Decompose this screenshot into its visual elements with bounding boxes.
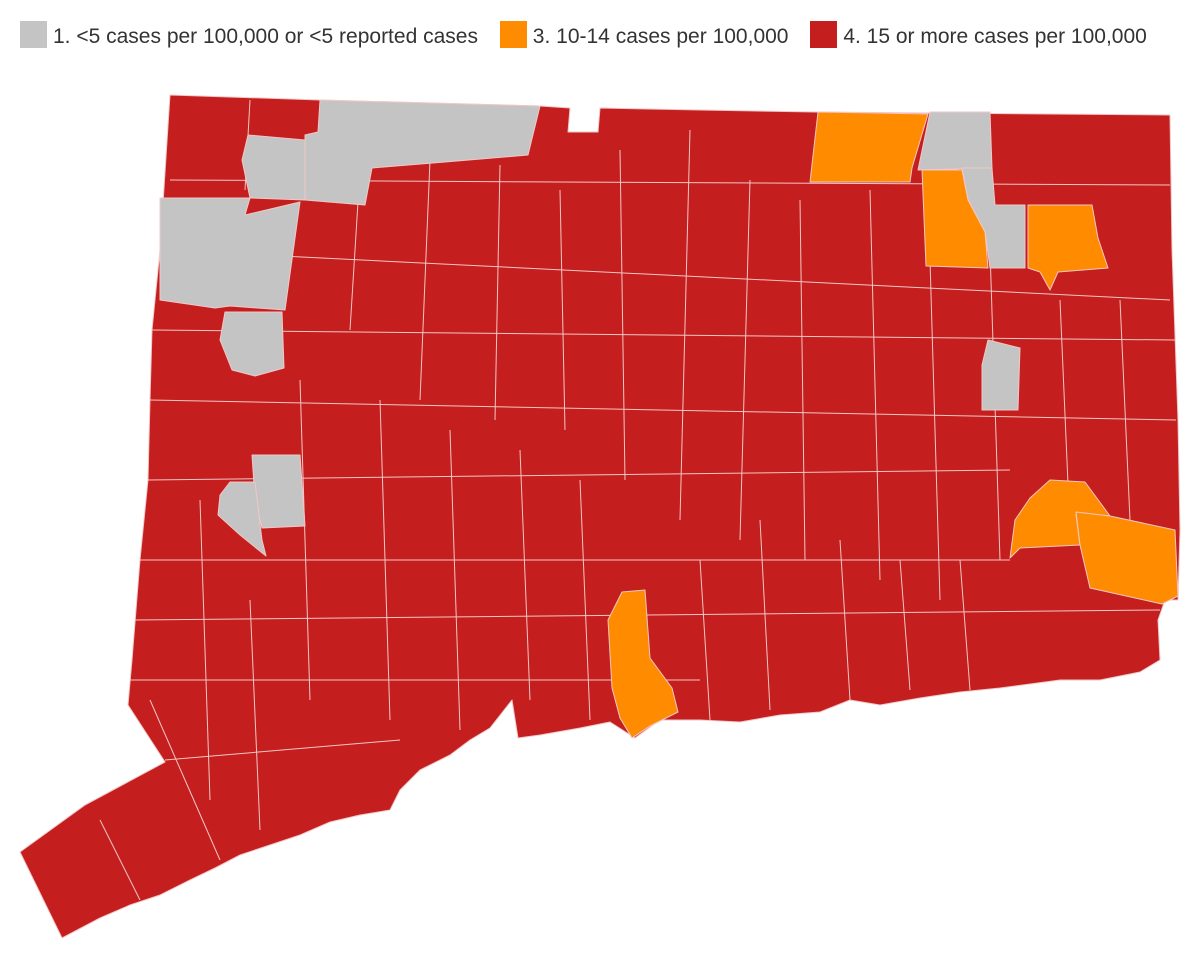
town-gray-north-1[interactable] — [304, 99, 541, 206]
town-orange-south[interactable] — [607, 589, 679, 739]
town-borders — [99, 99, 1177, 901]
town-orange-northeast-1[interactable] — [921, 169, 989, 269]
town-orange-southeast-1[interactable] — [1009, 479, 1111, 559]
legend-item-category-4[interactable]: 4. 15 or more cases per 100,000 — [810, 21, 1147, 48]
legend-item-category-3[interactable]: 3. 10-14 cases per 100,000 — [499, 21, 795, 48]
town-gray-east[interactable] — [981, 339, 1021, 411]
town-gray-northwest[interactable] — [159, 197, 301, 311]
map-legend: 1. <5 cases per 100,000 or <5 reported c… — [20, 18, 1180, 56]
town-gray-north-2[interactable] — [241, 134, 306, 201]
town-orange-north[interactable] — [809, 111, 929, 183]
town-orange-southeast-2[interactable] — [1075, 511, 1179, 605]
legend-swatch-orange — [499, 21, 527, 48]
town-gray-west-1[interactable] — [219, 311, 285, 377]
legend-swatch-red — [810, 21, 838, 48]
legend-swatch-gray — [20, 21, 47, 48]
town-gray-west-2[interactable] — [251, 454, 306, 529]
legend-label-category-4: 4. 15 or more cases per 100,000 — [843, 25, 1147, 48]
town-orange-northeast-2[interactable] — [1027, 204, 1109, 291]
legend-label-category-3: 3. 10-14 cases per 100,000 — [532, 25, 789, 48]
legend-label-category-1: 1. <5 cases per 100,000 or <5 reported c… — [53, 25, 478, 48]
town-gray-northeast-1[interactable] — [917, 111, 993, 171]
state-base-red[interactable] — [19, 94, 1181, 939]
legend-item-category-1[interactable]: 1. <5 cases per 100,000 or <5 reported c… — [20, 21, 484, 48]
town-gray-west-3[interactable] — [217, 481, 267, 557]
